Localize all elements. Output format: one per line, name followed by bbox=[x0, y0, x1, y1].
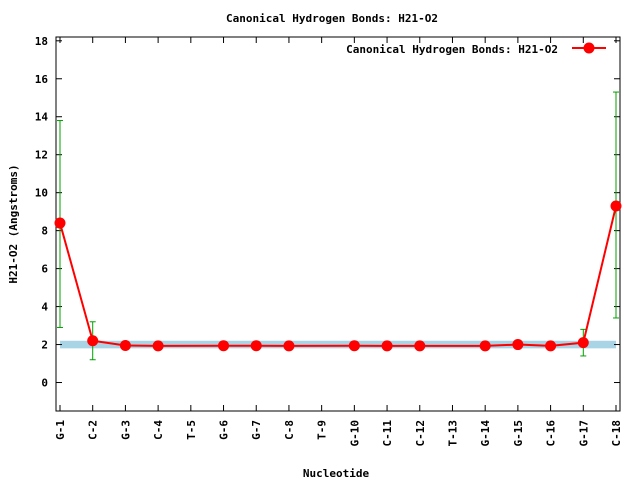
reference-band-layer bbox=[60, 340, 616, 349]
y-tick-label: 14 bbox=[35, 111, 49, 124]
y-tick-label: 18 bbox=[35, 35, 48, 48]
x-tick-label: G-17 bbox=[577, 420, 590, 447]
x-tick-label: G-3 bbox=[119, 420, 132, 440]
legend-label: Canonical Hydrogen Bonds: H21-O2 bbox=[346, 43, 558, 56]
y-tick-label: 12 bbox=[35, 149, 48, 162]
x-tick-label: G-10 bbox=[348, 420, 361, 447]
x-axis-label: Nucleotide bbox=[303, 467, 370, 480]
legend: Canonical Hydrogen Bonds: H21-O2 bbox=[346, 42, 606, 56]
data-point bbox=[152, 340, 164, 352]
data-point bbox=[87, 335, 99, 347]
error-bars bbox=[57, 91, 619, 361]
legend-marker bbox=[583, 42, 595, 54]
x-tick-label: G-14 bbox=[479, 420, 492, 447]
y-tick-label: 4 bbox=[41, 301, 48, 314]
data-point bbox=[250, 340, 262, 352]
y-tick-label: 6 bbox=[41, 263, 48, 276]
x-tick-label: C-8 bbox=[283, 420, 296, 440]
series-layer bbox=[54, 200, 622, 352]
x-tick-label: T-9 bbox=[316, 420, 329, 440]
x-tick-label: C-4 bbox=[152, 420, 165, 440]
data-point bbox=[545, 340, 557, 352]
reference-band bbox=[60, 340, 616, 349]
y-tick-label: 8 bbox=[41, 225, 48, 238]
y-axis: 0 2 4 6 8 10 12 14 16 18 bbox=[35, 35, 620, 390]
x-tick-label: C-2 bbox=[87, 420, 100, 440]
data-point bbox=[577, 337, 589, 349]
x-tick-label: C-16 bbox=[545, 420, 558, 447]
data-point bbox=[610, 200, 622, 212]
data-point bbox=[479, 340, 491, 352]
data-point bbox=[414, 340, 426, 352]
y-axis-label: H21-O2 (Angstroms) bbox=[7, 164, 20, 283]
y-tick-label: 2 bbox=[41, 339, 48, 352]
x-tick-label: G-7 bbox=[250, 420, 263, 440]
x-tick-label: C-18 bbox=[610, 420, 623, 447]
data-point bbox=[218, 340, 230, 352]
data-point bbox=[119, 340, 131, 352]
x-tick-label: G-1 bbox=[54, 420, 67, 440]
x-tick-label: T-13 bbox=[446, 420, 459, 447]
y-tick-label: 16 bbox=[35, 73, 49, 86]
data-point bbox=[512, 339, 524, 351]
y-tick-label: 10 bbox=[35, 187, 48, 200]
y-tick-label: 0 bbox=[41, 377, 48, 390]
plot-frame bbox=[55, 36, 621, 412]
x-tick-label: C-11 bbox=[381, 420, 394, 447]
x-tick-label: C-12 bbox=[414, 420, 427, 447]
data-point bbox=[348, 340, 360, 352]
data-point bbox=[381, 340, 393, 352]
data-point bbox=[283, 340, 295, 352]
data-point bbox=[54, 217, 66, 229]
x-tick-label: T-5 bbox=[185, 420, 198, 440]
x-tick-label: G-15 bbox=[512, 420, 525, 447]
series-line bbox=[59, 205, 617, 347]
x-axis: G-1 C-2 G-3 C-4 T-5 G-6 G-7 C-8 T-9 G-10 C-11 C-12 T… bbox=[54, 37, 623, 447]
chart-title: Canonical Hydrogen Bonds: H21-O2 bbox=[226, 12, 438, 25]
x-tick-label: G-6 bbox=[218, 420, 231, 440]
